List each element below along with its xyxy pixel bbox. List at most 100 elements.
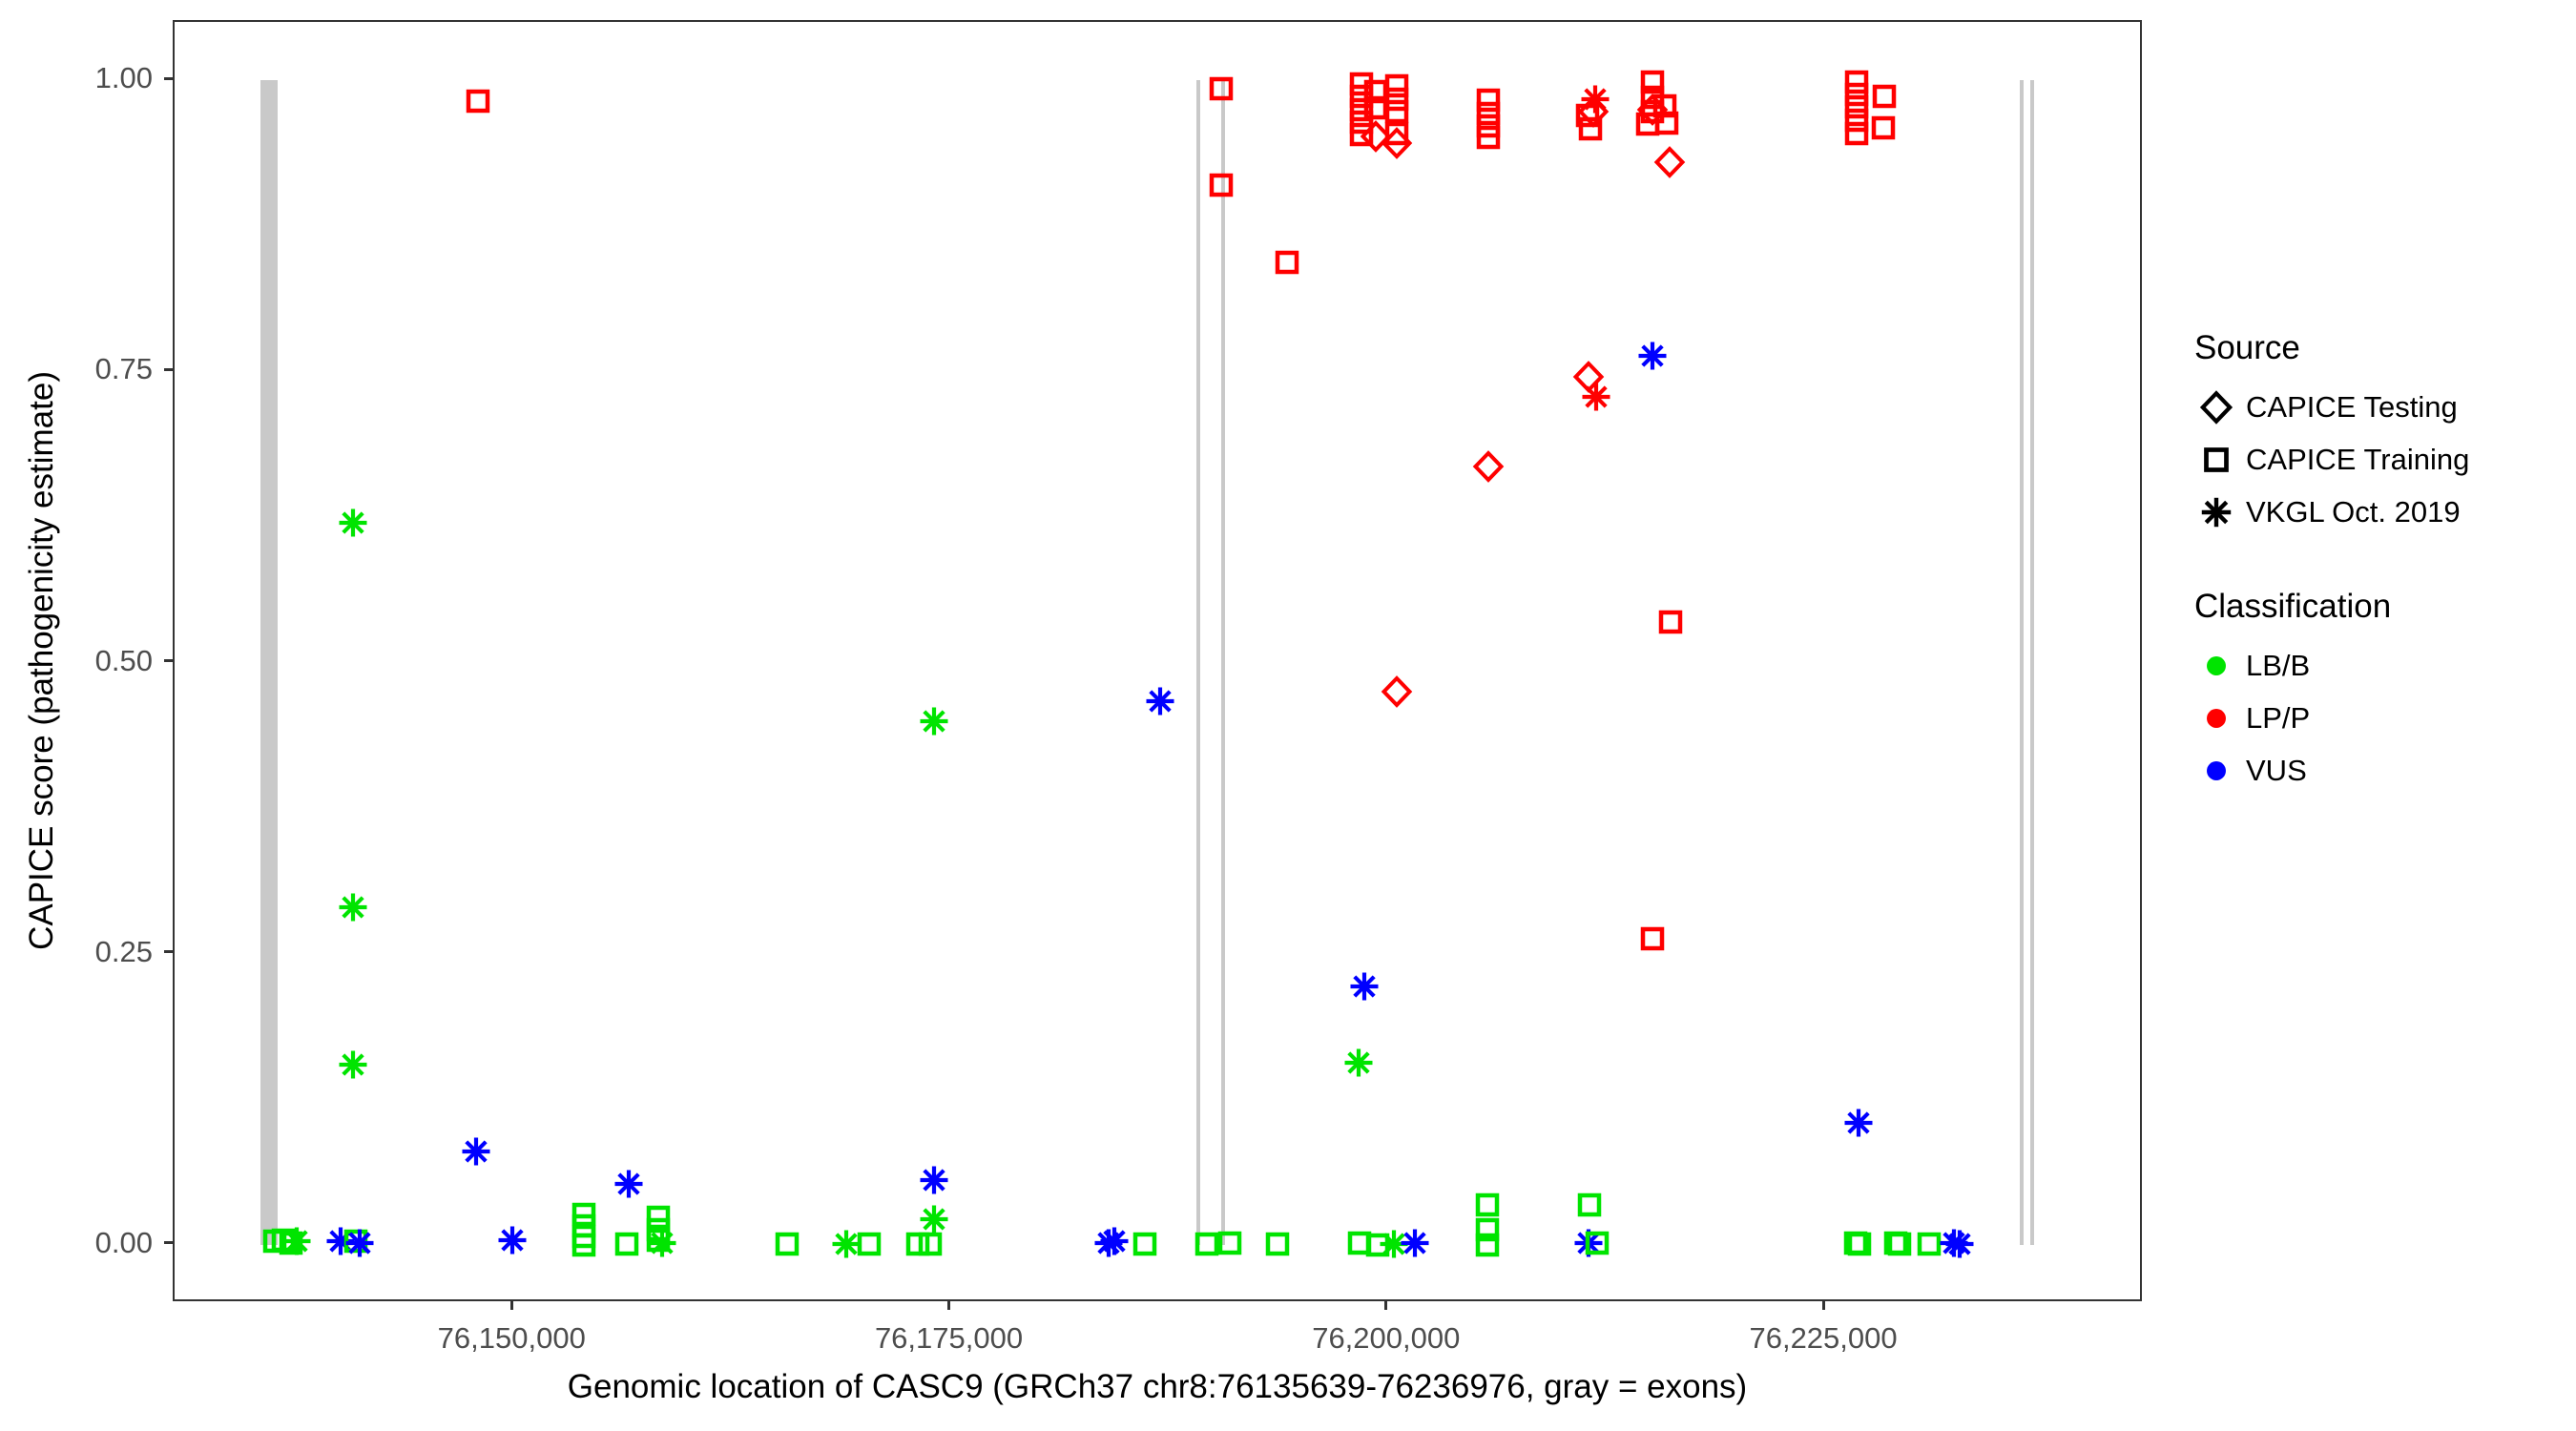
legend-item-label: LP/P	[2246, 700, 2311, 735]
data-point	[639, 1211, 677, 1254]
data-point	[1357, 73, 1395, 115]
legend-item-label: VKGL Oct. 2019	[2246, 494, 2461, 529]
data-point	[1839, 1104, 1878, 1147]
data-point	[608, 1225, 646, 1268]
data-point	[639, 1221, 677, 1264]
legend-source-item-vkgl-oct-2019: VKGL Oct. 2019	[2194, 486, 2566, 538]
data-point	[1340, 1224, 1379, 1267]
y-tick-mark	[164, 76, 173, 80]
data-point	[1359, 1226, 1397, 1269]
data-point	[1469, 107, 1507, 150]
exon-band	[2020, 80, 2025, 1245]
legend-item-label: CAPICE Testing	[2246, 389, 2458, 424]
data-point	[1469, 447, 1507, 490]
data-point	[1651, 143, 1689, 186]
data-point	[1646, 87, 1684, 130]
data-point	[1375, 1225, 1413, 1268]
data-point	[1570, 1186, 1609, 1229]
data-point	[1652, 603, 1690, 646]
data-point	[1095, 1222, 1133, 1265]
data-point	[1577, 378, 1615, 421]
x-tick-mark	[1384, 1301, 1388, 1310]
data-point	[459, 82, 497, 125]
data-point	[457, 1132, 495, 1175]
legend-source-item-capice-training: CAPICE Training	[2194, 433, 2566, 486]
data-point	[1865, 77, 1903, 120]
data-point	[1188, 1225, 1226, 1268]
x-tick-mark	[509, 1301, 513, 1310]
data-point	[1090, 1224, 1128, 1267]
data-point	[1574, 93, 1612, 135]
data-point	[1340, 1044, 1378, 1087]
legend-source-title: Source	[2194, 329, 2300, 366]
x-axis-title: Genomic location of CASC9 (GRCh37 chr8:7…	[567, 1368, 1748, 1405]
data-point	[1648, 104, 1686, 147]
data-point	[1880, 1225, 1919, 1268]
y-tick-mark	[164, 1241, 173, 1245]
data-point	[1342, 65, 1381, 108]
data-point	[1378, 673, 1416, 716]
data-point	[1633, 920, 1672, 963]
data-point	[1378, 124, 1416, 167]
data-point	[1342, 115, 1381, 158]
data-point	[334, 888, 372, 931]
data-point	[1941, 1225, 1979, 1268]
x-tick-mark	[1821, 1301, 1825, 1310]
x-tick-mark	[947, 1301, 951, 1310]
data-point	[1629, 105, 1667, 148]
x-tick-label: 76,150,000	[437, 1321, 586, 1355]
data-point	[915, 1161, 953, 1204]
data-point	[1378, 93, 1416, 135]
data-point	[1396, 1224, 1434, 1267]
legend-classification-items: LB/B LP/P VUS	[2194, 639, 2566, 797]
x-tick-label: 76,200,000	[1312, 1321, 1461, 1355]
legend-item-label: CAPICE Training	[2246, 442, 2470, 476]
data-point	[565, 1195, 603, 1238]
data-point	[1571, 110, 1610, 153]
plot-panel	[173, 20, 2142, 1301]
data-point	[1468, 1186, 1506, 1229]
data-point	[827, 1225, 865, 1268]
data-point	[911, 1225, 949, 1268]
data-point	[1633, 78, 1672, 121]
data-point	[1840, 1225, 1879, 1268]
data-point	[1569, 358, 1608, 401]
data-point	[565, 1226, 603, 1269]
data-point	[272, 1224, 310, 1267]
data-point	[1864, 109, 1902, 152]
legend: Source CAPICE Testing CAPICE Training VKGL…	[2194, 329, 2566, 797]
data-point	[1357, 117, 1395, 160]
data-point	[337, 1222, 375, 1265]
data-point	[1342, 91, 1381, 134]
square-icon	[2194, 438, 2238, 482]
x-tick-label: 76,225,000	[1749, 1321, 1898, 1355]
data-point	[1468, 1211, 1506, 1254]
data-point	[1568, 96, 1607, 139]
data-point	[1569, 1224, 1608, 1267]
dot-icon	[2194, 644, 2238, 688]
data-point	[322, 1222, 360, 1265]
data-point	[1126, 1225, 1164, 1268]
data-point	[610, 1165, 648, 1208]
data-point	[850, 1225, 888, 1268]
data-point	[1838, 63, 1876, 106]
y-tick-mark	[164, 659, 173, 662]
data-point	[1633, 91, 1672, 134]
data-point	[1342, 77, 1381, 120]
exon-band	[260, 80, 279, 1245]
legend-source-items: CAPICE Testing CAPICE Training VKGL Oct. 2…	[2194, 381, 2566, 538]
data-point	[1633, 337, 1672, 380]
y-tick-label: 0.75	[94, 352, 153, 386]
y-tick-label: 0.25	[94, 934, 153, 968]
data-point	[1378, 67, 1416, 110]
data-point	[915, 1200, 953, 1243]
y-tick-label: 0.00	[94, 1225, 153, 1259]
data-point	[639, 1198, 677, 1241]
data-point	[565, 1207, 603, 1250]
data-point	[1342, 103, 1381, 146]
exon-band	[1221, 80, 1226, 1245]
data-point	[334, 1046, 372, 1089]
x-tick-label: 76,175,000	[874, 1321, 1024, 1355]
data-point	[1141, 682, 1179, 725]
